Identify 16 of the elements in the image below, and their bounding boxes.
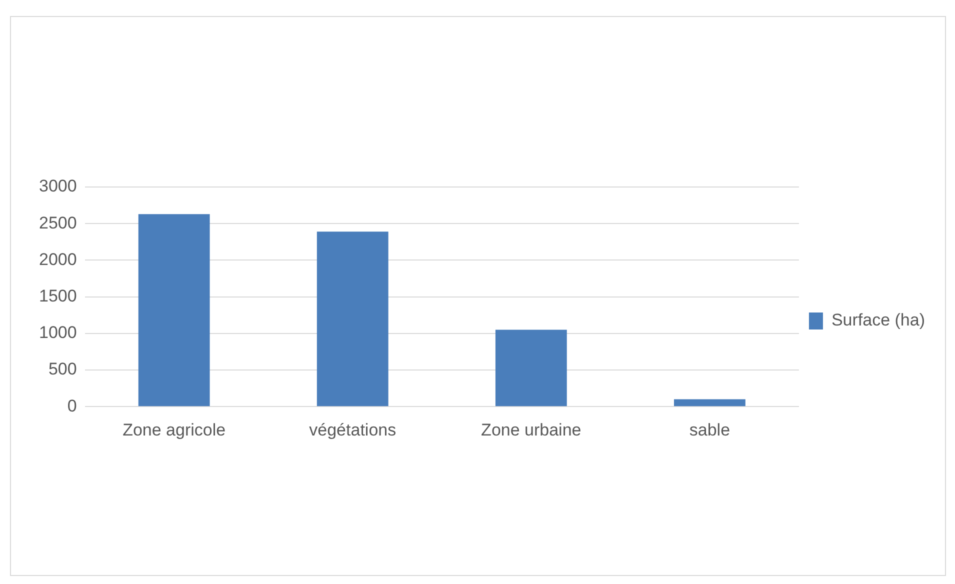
bar xyxy=(674,399,746,406)
x-tick-label: Zone agricole xyxy=(122,420,226,440)
bar xyxy=(316,232,388,406)
y-tick-label: 2000 xyxy=(38,250,77,269)
bar xyxy=(495,330,567,406)
y-tick-label: 500 xyxy=(48,360,77,379)
y-tick-label: 1000 xyxy=(38,323,77,342)
y-tick-label: 3000 xyxy=(38,176,77,196)
x-tick-label: sable xyxy=(689,420,730,440)
y-tick-label: 1500 xyxy=(38,286,77,306)
legend-label: Surface (ha) xyxy=(831,310,926,330)
y-tick-label: 2500 xyxy=(38,213,77,232)
y-tick-label: 0 xyxy=(67,396,77,416)
x-tick-label: Zone urbaine xyxy=(481,420,582,440)
x-tick-label: végétations xyxy=(309,420,396,440)
bar xyxy=(138,214,210,406)
